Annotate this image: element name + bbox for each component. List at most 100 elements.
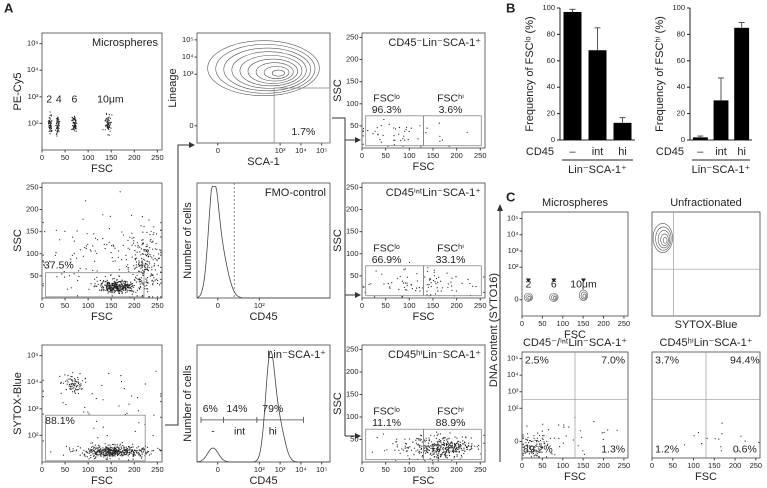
event-dot <box>401 448 403 450</box>
x-tick-label: 50 <box>61 465 69 474</box>
plot-title: CD45⁻/ⁱⁿᵗLin⁻SCA-1⁺ <box>523 337 627 349</box>
event-dot <box>69 388 71 390</box>
event-dot <box>470 448 472 450</box>
gate <box>423 428 482 461</box>
x-tick-label: 150 <box>105 465 118 474</box>
event-dot <box>128 451 130 453</box>
event-dot <box>109 454 111 457</box>
event-dot <box>445 445 448 447</box>
event-dot <box>112 244 114 246</box>
event-dot <box>404 447 406 449</box>
event-dot <box>105 453 108 455</box>
event-dot <box>67 381 69 383</box>
event-dot <box>48 121 50 124</box>
event-dot <box>362 286 364 288</box>
event-dot <box>419 438 421 440</box>
event-dot <box>383 283 385 285</box>
event-dot <box>147 265 149 267</box>
event-dot <box>107 447 109 449</box>
event-dot <box>127 247 129 249</box>
event-dot <box>439 135 441 137</box>
event-dot <box>383 450 386 452</box>
event-dot <box>455 444 457 446</box>
event-dot <box>406 282 408 284</box>
event-dot <box>448 454 451 457</box>
event-dot <box>113 446 115 448</box>
contour-line <box>652 223 673 253</box>
event-dot <box>426 450 428 452</box>
event-dot <box>530 440 533 443</box>
event-dot <box>147 450 149 452</box>
event-dot <box>470 437 472 439</box>
event-dot <box>697 431 700 434</box>
event-dot <box>122 454 124 456</box>
event-dot <box>558 437 560 440</box>
event-dot <box>122 285 125 288</box>
event-dot <box>94 444 96 446</box>
event-dot <box>71 119 73 121</box>
event-dot <box>536 452 538 454</box>
connector-arrows <box>165 117 501 462</box>
y-axis-label: SSC <box>332 392 344 415</box>
event-dot <box>115 451 117 453</box>
event-dot <box>83 411 85 413</box>
annotation: 2.5% <box>525 354 549 366</box>
event-dot <box>136 242 138 244</box>
event-dot <box>107 127 109 129</box>
event-dot <box>114 290 116 293</box>
contour-line <box>582 293 587 298</box>
event-dot <box>433 271 435 273</box>
event-dot <box>147 269 149 271</box>
event-dot <box>73 378 76 380</box>
event-dot <box>463 443 465 445</box>
x-tick-label: 0 <box>216 465 220 474</box>
event-dot <box>419 452 421 454</box>
event-dot <box>398 133 400 135</box>
event-dot <box>95 451 97 453</box>
event-dot <box>471 443 473 445</box>
event-dot <box>554 454 556 456</box>
event-dot <box>522 437 524 439</box>
event-dot <box>57 117 60 119</box>
event-dot <box>133 450 136 452</box>
event-dot <box>121 451 123 453</box>
event-dot <box>111 447 113 449</box>
event-dot <box>97 455 99 457</box>
event-dot <box>462 443 464 445</box>
event-dot <box>152 434 154 437</box>
event-dot <box>463 453 465 455</box>
event-dot <box>389 287 391 289</box>
y-tick-label: 50 <box>350 271 358 280</box>
event-dot <box>114 282 116 285</box>
event-dot <box>158 257 160 259</box>
event-dot <box>454 444 456 446</box>
y-tick-label: 200 <box>26 205 39 214</box>
event-dot <box>138 278 140 280</box>
event-dot <box>69 385 72 387</box>
event-dot <box>438 444 440 446</box>
event-dot <box>112 260 114 262</box>
event-dot <box>424 460 426 462</box>
event-dot <box>483 276 485 278</box>
event-dot <box>148 261 150 263</box>
event-dot <box>362 127 365 130</box>
annotation: FSCʰⁱ <box>437 242 464 254</box>
event-dot <box>542 438 544 440</box>
event-dot <box>524 452 526 454</box>
event-dot <box>371 451 373 453</box>
event-dot <box>109 125 111 127</box>
event-dot <box>153 281 155 283</box>
event-dot <box>112 278 114 280</box>
event-dot <box>117 451 119 453</box>
event-dot <box>442 446 444 449</box>
event-dot <box>106 124 108 126</box>
event-dot <box>427 452 429 454</box>
event-dot <box>435 456 438 458</box>
event-dot <box>436 441 438 443</box>
event-dot <box>483 434 485 436</box>
event-dot <box>150 255 152 257</box>
event-dot <box>88 288 90 290</box>
event-dot <box>416 280 418 282</box>
y-axis-label: Number of cells <box>182 202 194 279</box>
event-dot <box>74 125 76 127</box>
